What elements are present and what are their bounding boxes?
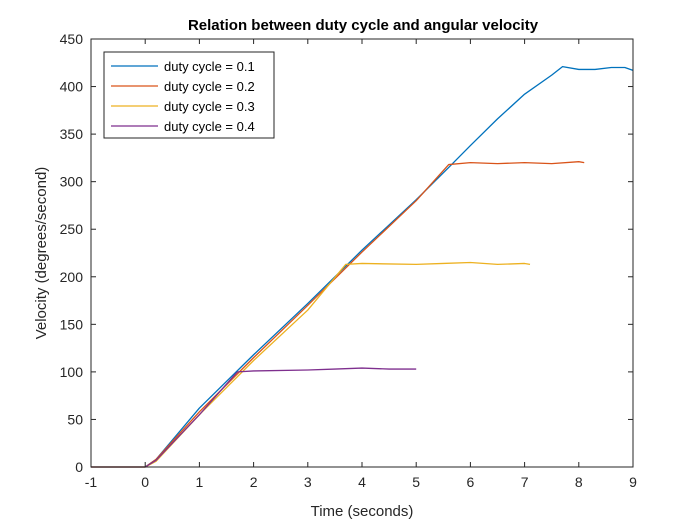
y-tick-label: 250 (60, 221, 84, 237)
legend-items: duty cycle = 0.1 duty cycle = 0.2 duty cyc… (111, 59, 255, 134)
series-line-4 (91, 367, 417, 468)
x-axis-label: Time (seconds) (311, 503, 414, 520)
legend-label-4: duty cycle = 0.4 (164, 119, 255, 134)
legend-label-3: duty cycle = 0.3 (164, 99, 255, 114)
legend: duty cycle = 0.1 duty cycle = 0.2 duty cyc… (103, 51, 275, 139)
x-tick-label: 7 (521, 474, 529, 490)
chart-title: Relation between duty cycle and angular … (188, 17, 539, 34)
x-tick-label: 9 (629, 474, 637, 490)
x-tick-label: 8 (575, 474, 583, 490)
series-line-1 (91, 65, 634, 468)
legend-label-1: duty cycle = 0.1 (164, 59, 255, 74)
legend-label-2: duty cycle = 0.2 (164, 79, 255, 94)
x-axis: -1 0 1 2 3 4 5 6 7 8 9 (85, 39, 637, 490)
series-layer (91, 65, 634, 468)
x-tick-label: 6 (467, 474, 475, 490)
x-tick-label: 3 (304, 474, 312, 490)
y-tick-label: 150 (60, 316, 84, 332)
x-tick-label: 2 (250, 474, 258, 490)
y-axis: 0 50 100 150 200 250 300 350 400 450 (60, 31, 633, 475)
y-tick-label: 50 (67, 411, 83, 427)
y-tick-label: 400 (60, 79, 84, 95)
x-tick-label: -1 (85, 474, 98, 490)
x-tick-label: 0 (141, 474, 149, 490)
x-tick-label: 1 (196, 474, 204, 490)
y-tick-label: 0 (75, 459, 83, 475)
y-tick-label: 300 (60, 174, 84, 190)
x-tick-label: 4 (358, 474, 366, 490)
y-axis-label: Velocity (degrees/second) (33, 167, 50, 340)
series-line-2 (91, 161, 585, 468)
y-tick-label: 100 (60, 364, 84, 380)
y-tick-label: 450 (60, 31, 84, 47)
y-tick-label: 350 (60, 126, 84, 142)
x-tick-label: 5 (412, 474, 420, 490)
y-tick-label: 200 (60, 269, 84, 285)
